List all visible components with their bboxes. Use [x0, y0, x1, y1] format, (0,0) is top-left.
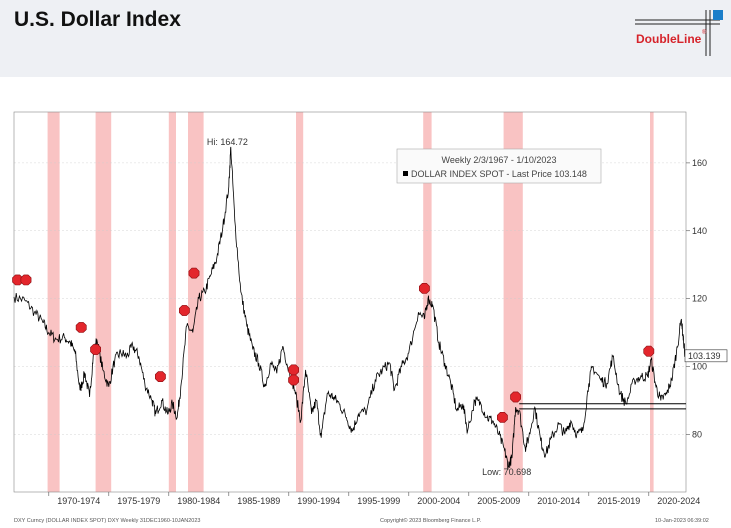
y-tick-label: 160	[692, 158, 707, 168]
legend: Weekly 2/3/1967 - 1/10/2023 DOLLAR INDEX…	[396, 148, 602, 184]
event-marker	[90, 344, 101, 355]
x-tick-label: 2005-2009	[477, 496, 520, 506]
legend-entry: DOLLAR INDEX SPOT - Last Price 103.148	[411, 169, 587, 179]
recession-band	[296, 112, 304, 492]
event-markers	[12, 267, 655, 423]
logo-registered-mark: ®	[702, 30, 707, 36]
footer-copyright: Copyright© 2023 Bloomberg Finance L.P.	[380, 517, 482, 524]
legend-swatch	[403, 171, 408, 176]
last-price-value: 103.139	[688, 351, 721, 361]
last-price-tag: 103.139	[684, 349, 728, 363]
page-title: U.S. Dollar Index	[14, 8, 181, 31]
x-tick-label: 1990-1994	[297, 496, 340, 506]
y-tick-label: 140	[692, 226, 707, 236]
low-annotation: Low: 70.698	[482, 467, 531, 477]
recession-band	[650, 112, 654, 492]
recession-band	[168, 112, 176, 492]
x-tick-label: 1985-1989	[237, 496, 280, 506]
logo-text: DoubleLine	[636, 32, 702, 46]
recession-band	[95, 112, 112, 492]
support-lines	[519, 403, 686, 410]
event-marker	[188, 267, 200, 279]
dollar-index-chart: 80 100 120 140 160 1970-1974 1975-1979 1980-19…	[12, 111, 728, 524]
legend-box	[396, 148, 602, 184]
plot-frame	[13, 111, 687, 493]
recession-band	[47, 112, 60, 492]
event-marker	[288, 374, 300, 386]
legend-title: Weekly 2/3/1967 - 1/10/2023	[442, 155, 557, 165]
last-price-box	[684, 349, 728, 363]
event-marker	[496, 411, 508, 423]
logo-mark-icon	[635, 10, 723, 56]
x-tick-label: 2015-2019	[597, 496, 640, 506]
event-marker	[418, 283, 430, 294]
header-band: U.S. Dollar Index DoubleLine ®	[0, 0, 731, 77]
high-annotation: Hi: 164.72	[207, 137, 248, 147]
y-tick-label: 100	[692, 361, 707, 371]
x-tick-label: 1975-1979	[117, 496, 160, 506]
y-tick-label: 80	[692, 429, 702, 439]
event-marker	[510, 391, 522, 403]
x-tick-label: 2020-2024	[657, 496, 700, 506]
x-tick-label: 1970-1974	[57, 496, 100, 506]
y-axis: 80 100 120 140 160	[686, 158, 707, 439]
y-tick-label: 120	[692, 294, 707, 304]
event-marker	[75, 322, 87, 333]
x-tick-label: 1980-1984	[177, 496, 220, 506]
grid-lines	[14, 162, 686, 435]
event-marker	[643, 345, 655, 357]
footer-source: DXY Curncy (DOLLAR INDEX SPOT) DXY Weekl…	[14, 518, 200, 524]
event-marker	[155, 371, 166, 383]
x-tick-label: 1995-1999	[357, 496, 400, 506]
event-marker	[20, 274, 32, 286]
x-tick-label: 2000-2004	[417, 496, 460, 506]
series-line-dollar-index	[13, 146, 686, 470]
recession-band	[423, 112, 432, 492]
recession-band	[188, 112, 204, 492]
x-axis: 1970-1974 1975-1979 1980-1984 1985-1989 1990…	[48, 492, 700, 506]
x-tick-label: 2010-2014	[537, 496, 580, 506]
doubleline-logo: DoubleLine ®	[630, 8, 726, 58]
event-marker	[179, 305, 190, 316]
event-marker	[288, 364, 300, 376]
footer-timestamp: 10-Jan-2023 06:39:02	[655, 518, 709, 524]
